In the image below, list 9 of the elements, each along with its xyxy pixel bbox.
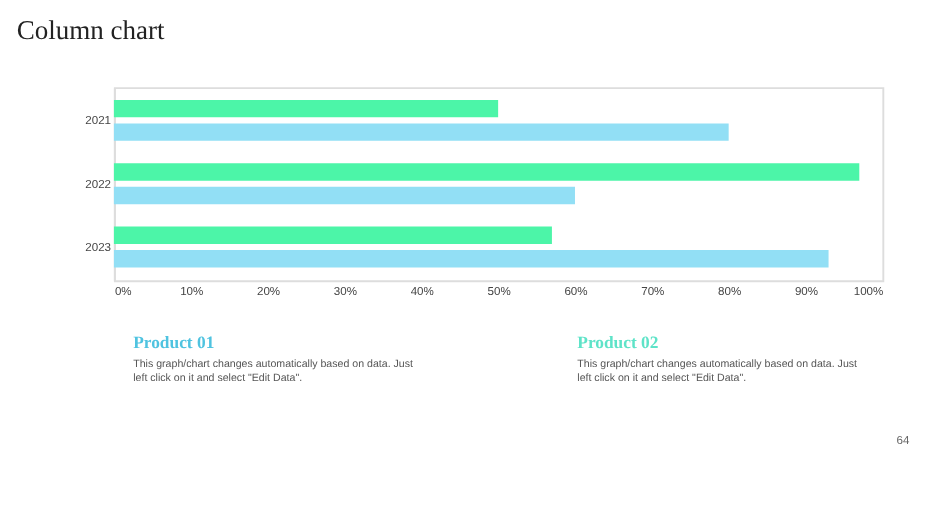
bar [113,250,829,268]
bar [113,186,575,205]
text: Product 02 [577,331,659,352]
bar [113,163,860,181]
chart-title: Column chart [16,14,165,45]
bar [113,99,499,118]
bar [113,226,552,244]
text: Product 01 [133,331,215,352]
bar [113,123,729,141]
